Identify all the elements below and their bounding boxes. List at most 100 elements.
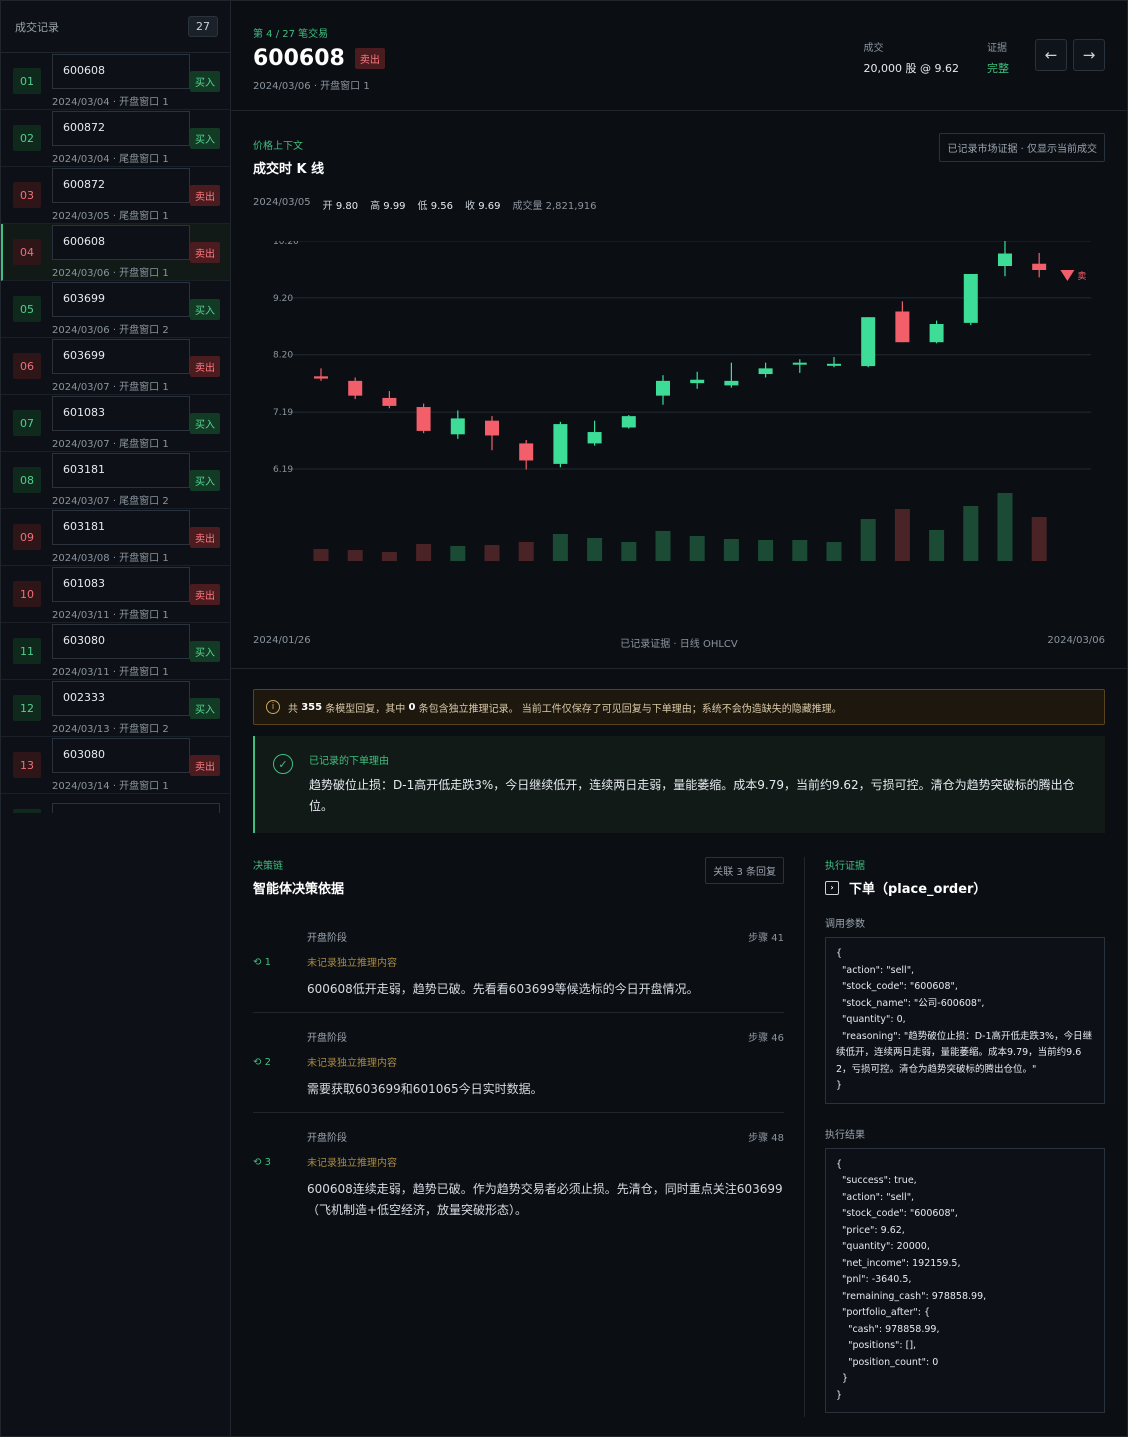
trade-meta: 2024/03/08 · 开盘窗口 1: [52, 552, 169, 564]
trade-item[interactable]: 06 603699 2024/03/07 · 开盘窗口 1 卖出: [1, 338, 230, 395]
volume-value: 2,821,916: [545, 201, 597, 212]
volume-bar: [484, 545, 500, 561]
trade-code: 603080: [52, 624, 190, 659]
trade-code: 600608: [52, 225, 190, 260]
trade-meta: 2024/03/07 · 尾盘窗口 1: [52, 438, 169, 450]
trade-item[interactable]: 03 600872 2024/03/05 · 尾盘窗口 1 卖出: [1, 167, 230, 224]
trade-meta: 2024/03/06 · 开盘窗口 1: [52, 267, 169, 279]
trade-item[interactable]: 08 603181 2024/03/07 · 尾盘窗口 2 买入: [1, 452, 230, 509]
no-reasoning-note: 未记录独立推理内容: [307, 1058, 397, 1069]
notice-zero: 0: [408, 701, 416, 713]
stock-code-title: 600608: [253, 46, 345, 71]
trade-item[interactable]: 04 600608 2024/03/06 · 开盘窗口 1 卖出: [1, 224, 230, 281]
volume-bar: [723, 539, 739, 561]
decision-step: ⟲ 1 开盘阶段 步骤 41 未记录独立推理内容 600608低开走弱，趋势已破。先看看…: [253, 913, 784, 1013]
trade-index: 13: [13, 752, 41, 778]
result-code: { "success": true, "action": "sell", "st…: [825, 1147, 1105, 1413]
trade-side-badge: 卖出: [190, 754, 220, 776]
trade-index: 08: [13, 467, 41, 493]
notice-pre: 共: [288, 703, 298, 715]
trade-item[interactable]: 12 002333 2024/03/13 · 开盘窗口 2 买入: [1, 680, 230, 737]
close-value: 9.69: [478, 201, 501, 212]
trade-item[interactable]: 01 600608 2024/03/04 · 开盘窗口 1 买入: [1, 53, 230, 110]
candle-body: [963, 273, 978, 323]
y-tick-label: 9.20: [273, 294, 293, 304]
order-reason-text: 趋势破位止损：D-1高开低走跌3%，今日继续低开，连续两日走弱，量能萎缩。成本9…: [309, 778, 1075, 813]
trade-side-badge: 买入: [190, 127, 220, 149]
trade-index: 11: [13, 638, 41, 664]
trade-side-badge: 卖出: [190, 583, 220, 605]
trade-item[interactable]: 14 002480: [1, 794, 230, 813]
trade-index: 03: [13, 182, 41, 208]
candle-body: [861, 317, 876, 367]
trade-code: 600872: [52, 111, 190, 146]
candle-body: [997, 253, 1012, 267]
candle-body: [724, 380, 739, 386]
trade-index: 05: [13, 296, 41, 322]
trade-index: 04: [13, 239, 41, 265]
candle-body: [519, 443, 534, 461]
trade-index: 06: [13, 353, 41, 379]
terminal-icon: ›: [825, 880, 839, 895]
related-replies-button[interactable]: 关联 3 条回复: [705, 857, 784, 884]
trade-side-badge: 买入: [190, 469, 220, 491]
trade-code: 603181: [52, 510, 190, 545]
step-phase: 开盘阶段: [307, 1033, 347, 1044]
trade-item[interactable]: 05 603699 2024/03/06 · 开盘窗口 2 买入: [1, 281, 230, 338]
trade-index: 09: [13, 524, 41, 550]
trade-meta: 2024/03/04 · 开盘窗口 1: [52, 96, 169, 108]
decision-title: 智能体决策依据: [253, 882, 345, 897]
volume-bar: [416, 544, 432, 561]
price-context-section: 价格上下文 成交时 K 线 已记录市场证据 · 仅显示当前成交 2024/03/…: [231, 111, 1127, 669]
trade-item[interactable]: 10 601083 2024/03/11 · 开盘窗口 1 卖出: [1, 566, 230, 623]
volume-label: 成交量: [512, 201, 543, 212]
price-context-kicker: 价格上下文: [253, 141, 303, 152]
trade-position-label: 第 4 / 27 笔交易: [253, 29, 329, 40]
chart-footer: 2024/01/26 已记录证据 · 日线 OHLCV 2024/03/06: [253, 635, 1105, 650]
trade-item[interactable]: 09 603181 2024/03/08 · 开盘窗口 1 卖出: [1, 509, 230, 566]
trade-item[interactable]: 02 600872 2024/03/04 · 尾盘窗口 1 买入: [1, 110, 230, 167]
volume-bar: [518, 542, 534, 561]
reasoning-notice: i 共 355 条模型回复，其中 0 条包含独立推理记录。 当前工件仅保存了可见…: [253, 689, 1105, 725]
trade-item[interactable]: 13 603080 2024/03/14 · 开盘窗口 1 卖出: [1, 737, 230, 794]
volume-bar: [758, 540, 774, 561]
volume-bar: [860, 519, 876, 561]
trade-side-badge: 卖出: [190, 241, 220, 263]
next-trade-button[interactable]: →: [1073, 39, 1105, 71]
trade-code: 002480: [52, 802, 220, 813]
low-value: 9.56: [430, 201, 453, 212]
candle-body: [314, 376, 328, 379]
high-label: 高: [370, 201, 381, 212]
high-value: 9.99: [383, 201, 406, 212]
decision-kicker: 决策链: [253, 861, 283, 872]
candle-body: [382, 397, 397, 406]
candle-body: [690, 379, 705, 384]
prev-trade-button[interactable]: ←: [1035, 39, 1067, 71]
kline-chart: 6.19 7.19 8.20 9.20 10.20 卖: [273, 241, 1091, 561]
trade-sidebar: 成交记录 27 01 600608 2024/03/04 · 开盘窗口 1 买入 02 6…: [1, 1, 231, 1436]
step-num-text: 1: [264, 957, 271, 968]
trade-side-badge: 买入: [190, 640, 220, 662]
trade-meta: 2024/03/07 · 开盘窗口 1: [52, 381, 169, 393]
chart-end-date: 2024/03/06: [1047, 635, 1105, 646]
trade-index: 12: [13, 695, 41, 721]
trade-code: 600872: [52, 168, 190, 203]
trade-item[interactable]: 07 601083 2024/03/07 · 尾盘窗口 1 买入: [1, 395, 230, 452]
trade-item[interactable]: 11 603080 2024/03/11 · 开盘窗口 1 买入: [1, 623, 230, 680]
evidence-stat: 证据 完整: [987, 39, 1009, 76]
y-tick-label: 8.20: [273, 351, 293, 361]
volume-bar: [963, 506, 979, 561]
candle-body: [553, 424, 568, 464]
sidebar-title: 成交记录: [15, 20, 59, 34]
trade-side-badge: 买入: [190, 412, 220, 434]
trade-code: 603699: [52, 339, 190, 374]
trade-index: 10: [13, 581, 41, 607]
trade-code: 600608: [52, 54, 190, 89]
sell-marker-label: 卖: [1077, 271, 1086, 282]
chart-start-date: 2024/01/26: [253, 635, 311, 646]
fill-stat: 成交 20,000 股 @ 9.62: [864, 39, 959, 76]
step-text: 600608低开走弱，趋势已破。先看看603699等候选标的今日开盘情况。: [307, 982, 699, 996]
trade-index: 07: [13, 410, 41, 436]
y-tick-label: 6.19: [273, 465, 293, 475]
